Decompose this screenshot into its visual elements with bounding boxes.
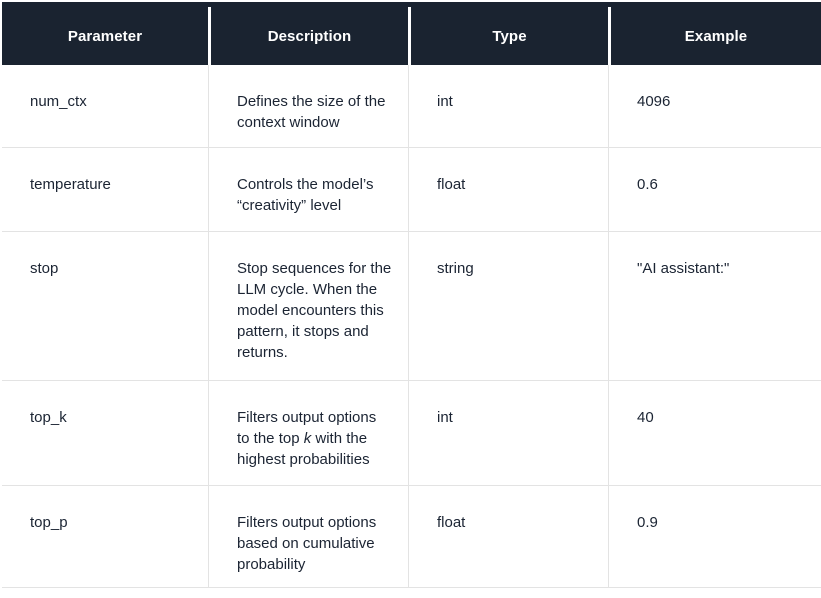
type-cell: int xyxy=(408,65,608,147)
example-cell: "AI assistant:" xyxy=(608,232,821,380)
description-cell: Stop sequences for the LLM cycle. When t… xyxy=(208,232,408,380)
column-header-description: Description xyxy=(208,7,408,65)
parameter-cell: num_ctx xyxy=(30,93,87,110)
description-cell: Defines the size of the context window xyxy=(208,65,408,147)
table-row: top_p Filters output options based on cu… xyxy=(2,486,821,588)
example-cell: 0.6 xyxy=(608,148,821,231)
table-header-row: Parameter Description Type Example xyxy=(2,7,821,65)
example-cell: 40 xyxy=(608,381,821,485)
example-cell: 0.9 xyxy=(608,486,821,587)
example-cell: 4096 xyxy=(608,65,821,147)
table-row: top_k Filters output options to the top … xyxy=(2,381,821,486)
parameters-table: Parameter Description Type Example num_c… xyxy=(2,2,821,588)
column-header-type: Type xyxy=(408,7,608,65)
type-cell: float xyxy=(408,486,608,587)
type-cell: string xyxy=(408,232,608,380)
type-cell: int xyxy=(408,381,608,485)
description-cell: Controls the model’s “creativity” level xyxy=(208,148,408,231)
type-cell: float xyxy=(408,148,608,231)
description-cell: Filters output options to the top k with… xyxy=(208,381,408,485)
table-row: temperature Controls the model’s “creati… xyxy=(2,148,821,232)
parameter-cell: top_p xyxy=(30,514,68,531)
parameter-cell: temperature xyxy=(30,176,111,193)
table-row: num_ctx Defines the size of the context … xyxy=(2,65,821,148)
table-top-bar xyxy=(2,2,821,7)
table-row: stop Stop sequences for the LLM cycle. W… xyxy=(2,232,821,381)
column-header-example: Example xyxy=(608,7,821,65)
parameter-cell: stop xyxy=(30,260,59,277)
description-cell: Filters output options based on cumulati… xyxy=(208,486,408,587)
column-header-parameter: Parameter xyxy=(2,7,208,65)
parameter-cell: top_k xyxy=(30,409,67,426)
